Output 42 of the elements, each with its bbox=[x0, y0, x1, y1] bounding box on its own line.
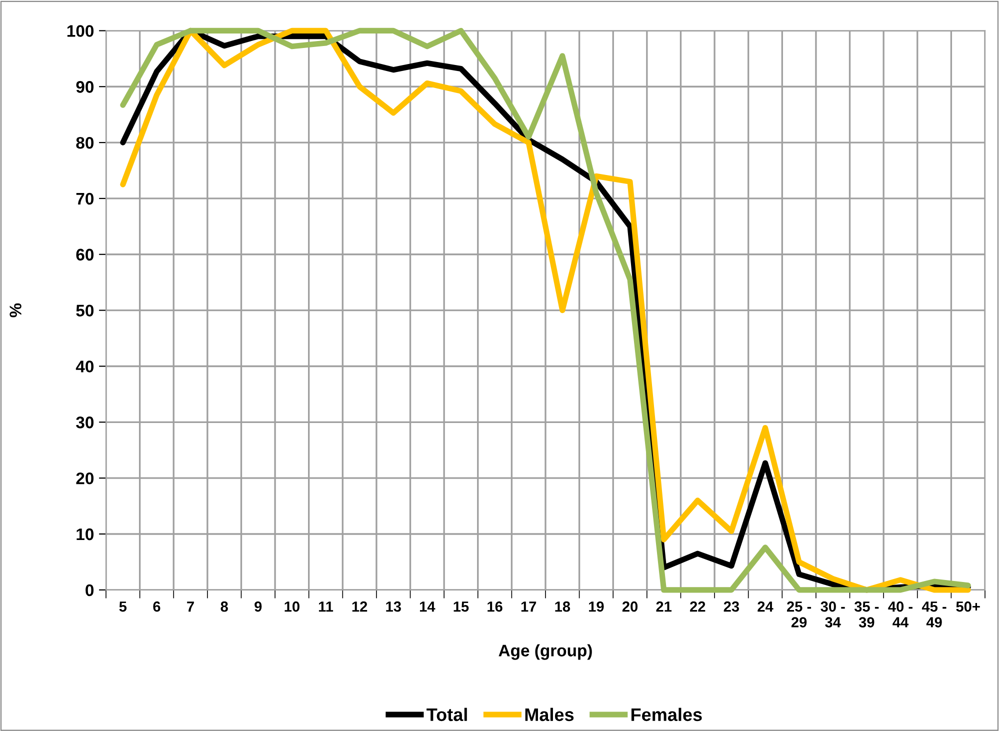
y-tick-label: 40 bbox=[76, 360, 94, 372]
x-tick-label: 9 bbox=[254, 601, 262, 612]
x-tick-label: 20 bbox=[622, 601, 638, 612]
x-tick-label: 10 bbox=[284, 601, 300, 612]
x-tick-label: 30 - 34 bbox=[820, 601, 845, 628]
x-axis-title: Age (group) bbox=[498, 644, 592, 660]
y-tick-label: 70 bbox=[76, 192, 94, 205]
x-tick-label: 40 - 44 bbox=[888, 601, 912, 628]
x-tick-label: 19 bbox=[589, 601, 604, 612]
legend-label: Females bbox=[631, 708, 702, 722]
legend-label: Total bbox=[426, 708, 467, 722]
x-tick-label: 23 bbox=[724, 601, 740, 612]
x-tick-label: 5 bbox=[119, 602, 127, 612]
x-tick-label: 45 - 49 bbox=[922, 602, 946, 628]
x-tick-label: 12 bbox=[352, 601, 368, 612]
x-tick-label: 21 bbox=[656, 601, 672, 612]
x-tick-label: 35 - 39 bbox=[854, 601, 879, 628]
x-tick-label: 7 bbox=[187, 602, 194, 612]
x-tick-label: 25 - 29 bbox=[787, 601, 812, 628]
y-tick-label: 10 bbox=[76, 528, 94, 540]
y-tick-label: 60 bbox=[76, 248, 94, 261]
y-tick-label: 50 bbox=[76, 304, 94, 317]
x-tick-label: 8 bbox=[220, 601, 228, 612]
y-tick-label: 80 bbox=[76, 136, 94, 149]
y-tick-label: 20 bbox=[76, 472, 94, 484]
y-axis-title: % bbox=[10, 303, 22, 318]
x-tick-label: 17 bbox=[521, 602, 536, 612]
y-tick-label: 0 bbox=[86, 584, 94, 596]
x-tick-label: 50+ bbox=[956, 601, 980, 612]
y-tick-label: 30 bbox=[76, 416, 94, 428]
y-tick-label: 90 bbox=[76, 81, 94, 93]
x-tick-label: 24 bbox=[758, 601, 774, 612]
x-tick-label: 18 bbox=[555, 601, 570, 612]
x-tick-label: 22 bbox=[690, 601, 706, 612]
x-tick-label: 16 bbox=[488, 601, 502, 612]
y-tick-label: 100 bbox=[67, 25, 94, 37]
x-tick-label: 11 bbox=[318, 602, 334, 612]
x-tick-label: 14 bbox=[420, 602, 436, 612]
x-tick-label: 15 bbox=[454, 602, 469, 612]
x-tick-label: 13 bbox=[386, 601, 401, 612]
x-tick-label: 6 bbox=[153, 601, 160, 612]
legend-label: Males bbox=[525, 708, 574, 722]
